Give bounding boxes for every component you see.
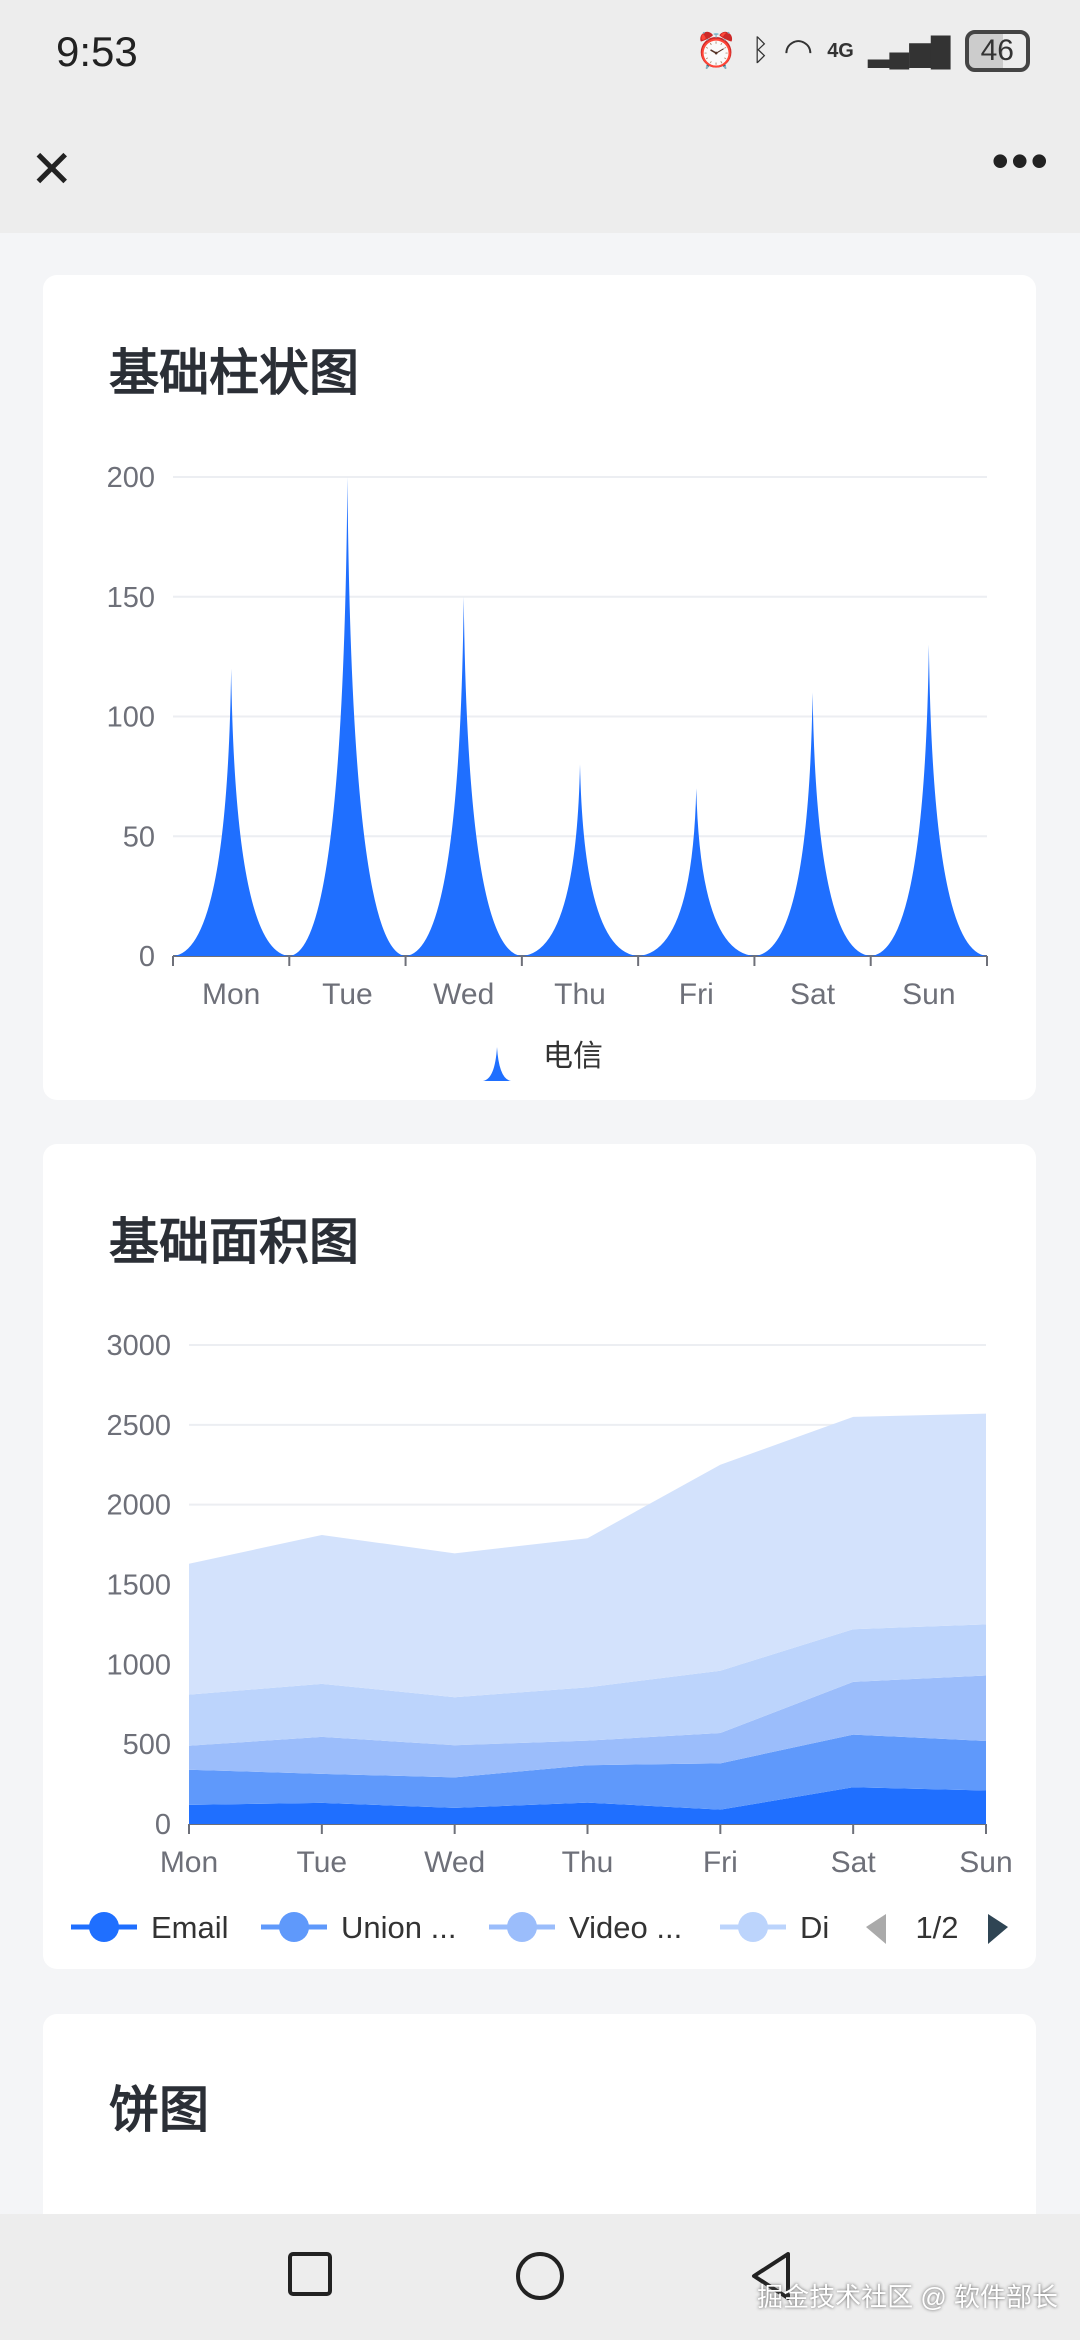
y-tick-label: 1000 bbox=[106, 1649, 171, 1681]
y-tick-label: 2500 bbox=[106, 1410, 171, 1442]
bar bbox=[289, 477, 406, 956]
battery-icon: 46 bbox=[964, 30, 1030, 72]
top-bar: ✕ ••• bbox=[0, 110, 1080, 233]
back-button[interactable] bbox=[748, 2250, 796, 2302]
x-tick-label: Wed bbox=[424, 1846, 485, 1879]
y-tick-label: 200 bbox=[107, 462, 155, 494]
y-tick-label: 3000 bbox=[106, 1330, 171, 1362]
status-bar: 9:53 ⏰ ᛒ ◠ 4G ▂▄▆█ 46 bbox=[0, 0, 1080, 110]
area-series-email bbox=[189, 1787, 986, 1824]
x-tick-label: Tue bbox=[322, 978, 373, 1011]
x-tick-label: Fri bbox=[703, 1846, 738, 1879]
x-tick-label: Sun bbox=[902, 978, 955, 1011]
legend-page: 1/2 bbox=[915, 1910, 958, 1945]
legend-marker bbox=[89, 1912, 119, 1942]
x-tick-label: Mon bbox=[202, 978, 260, 1011]
x-tick-label: Thu bbox=[562, 1846, 614, 1879]
bar bbox=[870, 644, 987, 956]
network-type: 4G bbox=[827, 39, 854, 62]
area-series-union-ads bbox=[189, 1734, 986, 1810]
bar-chart-card: 基础柱状图 0 50 100 150 200 Mon Tue Wed Thu Fri Sat Sun 电… bbox=[43, 275, 1036, 1100]
bar bbox=[173, 668, 290, 956]
signal-icon: ▂▄▆█ bbox=[867, 35, 951, 67]
area-series-direct bbox=[189, 1624, 986, 1746]
bar bbox=[521, 764, 639, 956]
x-tick-label: Tue bbox=[297, 1846, 348, 1879]
y-tick-label: 500 bbox=[123, 1729, 171, 1761]
legend-icon bbox=[483, 1047, 511, 1081]
recents-button[interactable] bbox=[286, 2250, 334, 2298]
y-tick-label: 2000 bbox=[106, 1490, 171, 1522]
bar bbox=[638, 788, 755, 956]
clock: 9:53 bbox=[56, 28, 138, 75]
navigation-bar: 掘金技术社区 @ 软件部长 bbox=[0, 2214, 1080, 2340]
y-tick-label: 150 bbox=[107, 582, 155, 614]
x-tick-label: Sat bbox=[831, 1846, 877, 1879]
legend-marker bbox=[507, 1912, 537, 1942]
area-series-search-engine bbox=[189, 1413, 986, 1698]
x-tick-label: Fri bbox=[679, 978, 714, 1011]
x-tick-label: Sat bbox=[790, 978, 836, 1011]
legend-prev-icon bbox=[866, 1914, 886, 1944]
area-chart-card: 基础面积图 0 500 1000 1500 2000 2500 3000 Mon Tue Wed T… bbox=[43, 1144, 1036, 1969]
bar bbox=[405, 596, 522, 956]
legend-next-icon bbox=[988, 1914, 1008, 1944]
y-tick-label: 1500 bbox=[106, 1570, 171, 1602]
area-chart: 0 500 1000 1500 2000 2500 3000 Mon Tue Wed Thu Fri S… bbox=[71, 1330, 1013, 1945]
legend-marker bbox=[279, 1912, 309, 1942]
legend-marker bbox=[738, 1912, 768, 1942]
home-button[interactable] bbox=[514, 2250, 566, 2302]
legend-label: 电信 bbox=[543, 1040, 603, 1073]
x-tick-label: Mon bbox=[160, 1846, 218, 1879]
y-tick-label: 50 bbox=[123, 821, 155, 853]
x-tick-label: Wed bbox=[433, 978, 494, 1011]
legend-label: Video ... bbox=[569, 1910, 682, 1945]
bar bbox=[754, 692, 871, 956]
more-icon[interactable]: ••• bbox=[991, 133, 1050, 189]
legend-label: Di bbox=[800, 1910, 829, 1945]
y-tick-label: 0 bbox=[155, 1809, 171, 1841]
bar-chart: 0 50 100 150 200 Mon Tue Wed Thu Fri Sat Sun 电信 bbox=[107, 462, 988, 1081]
watermark: 掘金技术社区 @ 软件部长 bbox=[757, 2282, 1058, 2312]
alarm-icon: ⏰ bbox=[695, 32, 738, 70]
close-icon[interactable]: ✕ bbox=[30, 141, 74, 199]
wifi-icon: ◠ bbox=[783, 32, 814, 70]
x-tick-label: Sun bbox=[959, 1846, 1012, 1879]
legend-label: Union ... bbox=[341, 1910, 456, 1945]
area-series-video-ads bbox=[189, 1675, 986, 1778]
y-tick-label: 0 bbox=[139, 941, 155, 973]
card-title: 基础面积图 bbox=[109, 1214, 359, 1270]
bluetooth-icon: ᛒ bbox=[751, 34, 770, 67]
card-title: 基础柱状图 bbox=[109, 345, 359, 401]
legend-label: Email bbox=[151, 1910, 229, 1945]
card-title: 饼图 bbox=[109, 2082, 209, 2138]
x-tick-label: Thu bbox=[554, 978, 606, 1011]
y-tick-label: 100 bbox=[107, 702, 155, 734]
